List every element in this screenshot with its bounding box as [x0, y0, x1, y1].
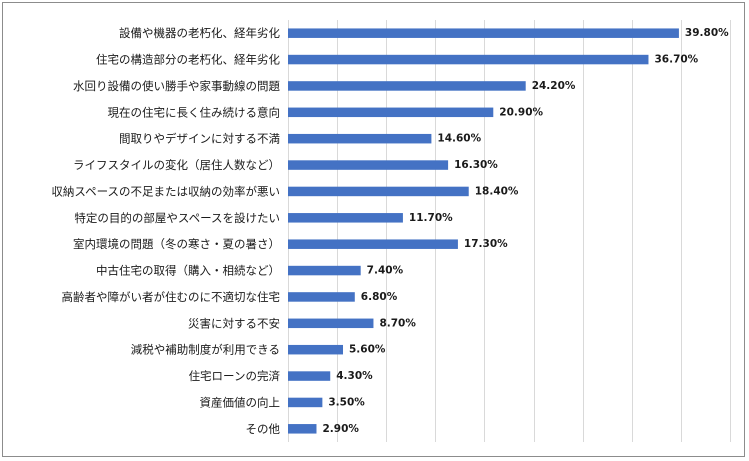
- bars: [288, 28, 679, 434]
- data-label: 6.80%: [361, 291, 398, 303]
- category-label: 収納スペースの不足または収納の効率が悪い: [51, 184, 280, 198]
- data-label: 14.60%: [437, 133, 481, 145]
- bar: [288, 397, 323, 408]
- bar: [288, 424, 317, 434]
- bar: [288, 318, 374, 329]
- bar: [288, 213, 403, 223]
- category-label: 資産価値の向上: [200, 395, 281, 409]
- category-label: 減税や補助制度が利用できる: [131, 343, 280, 357]
- value-labels: 39.80% 36.70% 24.20% 20.90% 14.60% 16.30% 18.4…: [322, 27, 729, 435]
- bar: [288, 107, 494, 118]
- category-label: 室内環境の問題（冬の寒さ・夏の暑さ）: [73, 237, 280, 251]
- bar: [288, 344, 344, 355]
- chart-frame: [2, 2, 745, 457]
- bar: [288, 292, 355, 302]
- bar: [288, 186, 469, 197]
- data-label: 24.20%: [532, 80, 576, 92]
- data-label: 4.30%: [336, 370, 373, 382]
- category-labels: 設備や機器の老朽化、経年劣化住宅の構造部分の老朽化、経年劣化水回り設備の使い勝手…: [51, 26, 280, 436]
- category-label: 住宅の構造部分の老朽化、経年劣化: [96, 53, 280, 67]
- data-label: 17.30%: [464, 238, 508, 250]
- bar: [288, 265, 361, 276]
- category-label: 災害に対する不安: [188, 316, 280, 330]
- category-label: 現在の住宅に長く住み続ける意向: [108, 105, 281, 119]
- category-label: ライフスタイルの変化（居住人数など）: [73, 158, 280, 172]
- bar: [288, 133, 432, 144]
- data-label: 36.70%: [654, 54, 698, 66]
- data-label: 7.40%: [367, 265, 404, 277]
- data-label: 5.60%: [349, 344, 386, 356]
- data-label: 8.70%: [379, 317, 416, 329]
- category-label: 特定の目的の部屋やスペースを設けたい: [74, 211, 280, 225]
- bar: [288, 81, 526, 91]
- category-label: 設備や機器の老朽化、経年劣化: [119, 26, 280, 40]
- bar: [288, 239, 458, 249]
- data-label: 20.90%: [499, 106, 543, 118]
- category-label: 水回り設備の使い勝手や家事動線の問題: [73, 79, 280, 93]
- bar: [288, 28, 679, 38]
- data-label: 2.90%: [322, 423, 359, 435]
- category-label: 中古住宅の取得（購入・相続など）: [96, 264, 280, 278]
- category-label: 間取りやデザインに対する不満: [119, 132, 280, 146]
- data-label: 18.40%: [475, 185, 519, 197]
- category-label: 高齢者や障がい者が住むのに不適切な住宅: [62, 290, 281, 304]
- data-label: 39.80%: [685, 27, 729, 39]
- data-label: 11.70%: [409, 212, 453, 224]
- data-label: 16.30%: [454, 159, 498, 171]
- category-label: その他: [246, 422, 281, 436]
- bar: [288, 160, 449, 170]
- category-label: 住宅ローンの完済: [189, 369, 281, 383]
- data-label: 3.50%: [328, 396, 365, 408]
- bar: [288, 371, 331, 381]
- bar: [288, 54, 649, 65]
